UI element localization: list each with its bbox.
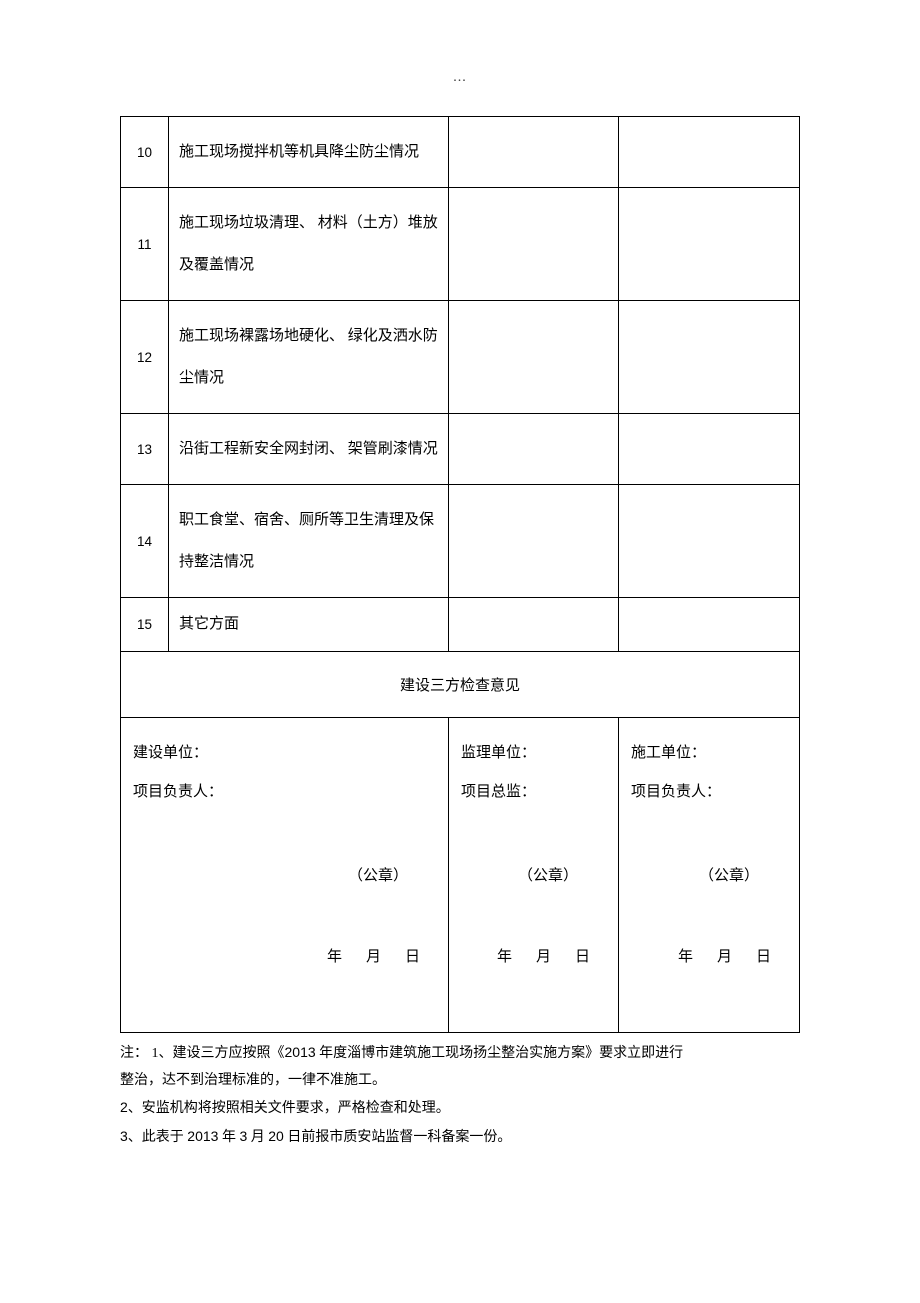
- row-number: 11: [121, 188, 169, 301]
- supervise-unit-label: 监理单位：: [461, 734, 606, 773]
- date-m: 月: [366, 949, 383, 965]
- construct-unit-label: 施工单位：: [631, 734, 787, 773]
- date-y: 年: [327, 949, 344, 965]
- note3-b: 、此表于: [128, 1130, 188, 1145]
- row-number: 15: [121, 598, 169, 652]
- row-empty1: [449, 117, 619, 188]
- date-d: 日: [756, 949, 773, 965]
- note2-num: 2: [120, 1099, 128, 1115]
- section-title: 建设三方检查意见: [121, 652, 800, 718]
- row-number: 10: [121, 117, 169, 188]
- row-empty1: [449, 188, 619, 301]
- row-empty2: [619, 117, 800, 188]
- note3-day: 20: [268, 1128, 284, 1144]
- section-title-row: 建设三方检查意见: [121, 652, 800, 718]
- row-desc: 施工现场裸露场地硬化、 绿化及洒水防尘情况: [169, 301, 449, 414]
- date-line: 年月日: [656, 945, 773, 966]
- note3-year: 2013: [187, 1128, 218, 1144]
- header-ellipsis: ...: [120, 70, 800, 86]
- stamp-text: （公章）: [518, 864, 578, 885]
- table-row: 14职工食堂、宿舍、厕所等卫生清理及保持整洁情况: [121, 485, 800, 598]
- date-m: 月: [717, 949, 734, 965]
- row-empty2: [619, 485, 800, 598]
- row-number: 12: [121, 301, 169, 414]
- note1-year: 2013: [285, 1044, 316, 1060]
- inspection-table: 10施工现场搅拌机等机具降尘防尘情况11施工现场垃圾清理、 材料（土方）堆放及覆…: [120, 116, 800, 1033]
- note1-line2: 整治，达不到治理标准的，一律不准施工。: [120, 1068, 800, 1095]
- table-row: 11施工现场垃圾清理、 材料（土方）堆放及覆盖情况: [121, 188, 800, 301]
- date-d: 日: [405, 949, 422, 965]
- note3-d: 年: [218, 1130, 239, 1145]
- note1-c: 年度淄博市建筑施工现场扬尘整治实施方案》要求立即进行: [316, 1046, 684, 1061]
- note3-h: 日前报市质安站监督一科备案一份。: [284, 1130, 512, 1145]
- row-empty2: [619, 301, 800, 414]
- construct-person-label: 项目负责人：: [631, 773, 787, 812]
- date-m: 月: [536, 949, 553, 965]
- table-row: 15其它方面: [121, 598, 800, 652]
- row-empty1: [449, 414, 619, 485]
- supervise-person-label: 项目总监：: [461, 773, 606, 812]
- date-y: 年: [678, 949, 695, 965]
- table-row: 13沿街工程新安全网封闭、 架管刷漆情况: [121, 414, 800, 485]
- table-row: 10施工现场搅拌机等机具降尘防尘情况: [121, 117, 800, 188]
- table-row: 12施工现场裸露场地硬化、 绿化及洒水防尘情况: [121, 301, 800, 414]
- sig-cell-construct: 施工单位： 项目负责人： （公章） 年 月 日: [619, 718, 800, 1033]
- note1-a: 注： 1、建设三方应按照《: [120, 1046, 285, 1061]
- row-desc: 其它方面: [169, 598, 449, 652]
- date-line: 年月日: [305, 945, 422, 966]
- build-unit-label: 建设单位：: [133, 734, 436, 773]
- row-desc: 沿街工程新安全网封闭、 架管刷漆情况: [169, 414, 449, 485]
- date-d: 日: [575, 949, 592, 965]
- row-desc: 施工现场垃圾清理、 材料（土方）堆放及覆盖情况: [169, 188, 449, 301]
- note3-f: 月: [247, 1130, 268, 1145]
- row-desc: 施工现场搅拌机等机具降尘防尘情况: [169, 117, 449, 188]
- row-number: 13: [121, 414, 169, 485]
- row-empty2: [619, 188, 800, 301]
- row-desc: 职工食堂、宿舍、厕所等卫生清理及保持整洁情况: [169, 485, 449, 598]
- stamp-text: （公章）: [348, 864, 408, 885]
- sig-cell-build: 建设单位： 项目负责人： （公章） 年 月 日: [121, 718, 449, 1033]
- row-empty1: [449, 485, 619, 598]
- row-empty1: [449, 598, 619, 652]
- date-y: 年: [497, 949, 514, 965]
- note2-text: 、安监机构将按照相关文件要求，严格检查和处理。: [128, 1101, 450, 1116]
- note3-num: 3: [120, 1128, 128, 1144]
- row-number: 14: [121, 485, 169, 598]
- row-empty2: [619, 598, 800, 652]
- stamp-text: （公章）: [699, 864, 759, 885]
- build-person-label: 项目负责人：: [133, 773, 436, 812]
- row-empty2: [619, 414, 800, 485]
- date-line: 年月日: [475, 945, 592, 966]
- signature-row: 建设单位： 项目负责人： （公章） 年 月 日 监理单位： 项目总监： （公章）: [121, 718, 800, 1033]
- sig-cell-supervise: 监理单位： 项目总监： （公章） 年 月 日: [449, 718, 619, 1033]
- row-empty1: [449, 301, 619, 414]
- footnotes: 注： 1、建设三方应按照《2013 年度淄博市建筑施工现场扬尘整治实施方案》要求…: [120, 1039, 800, 1151]
